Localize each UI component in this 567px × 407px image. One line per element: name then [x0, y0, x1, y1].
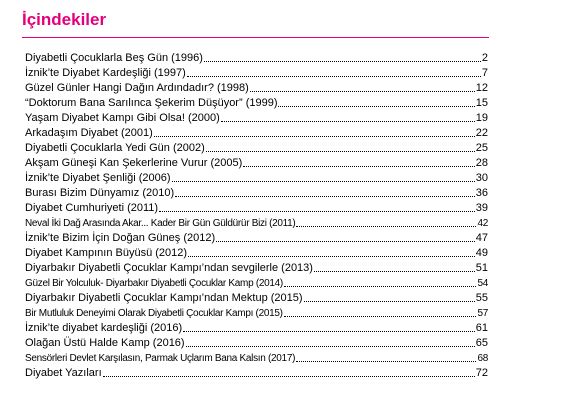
dot-leader	[216, 241, 475, 242]
entry-page: 61	[475, 322, 488, 334]
toc-entry: İznik’te Bizim İçin Doğan Güneş (2012) 47	[25, 230, 488, 245]
toc-entry: Sensörleri Devlet Karşılasın, Parmak Uçl…	[25, 350, 488, 365]
toc-entry: İznik’te Diyabet Şenliği (2006) 30	[25, 170, 488, 185]
toc-entry: Bir Mutluluk Deneyimi Olarak Diyabetli Ç…	[25, 305, 488, 320]
entry-title: İznik’te Diyabet Şenliği (2006)	[25, 172, 171, 184]
entry-page: 49	[475, 247, 488, 259]
entry-title: İznik’te Diyabet Kardeşliği (1997)	[25, 67, 186, 79]
dot-leader	[102, 376, 475, 377]
dot-leader	[183, 331, 475, 332]
entry-title: Güzel Günler Hangi Dağın Ardındadır? (19…	[25, 82, 249, 94]
entry-page: 22	[475, 127, 488, 139]
entry-title: “Doktorum Bana Sarılınca Şekerim Düşüyor…	[25, 97, 278, 109]
entry-page: 72	[475, 367, 488, 379]
toc-entry: Arkadaşım Diyabet (2001) 22	[25, 125, 488, 140]
entry-title: Güzel Bir Yolculuk- Diyarbakır Diyabetli…	[25, 278, 283, 289]
dot-leader	[283, 286, 477, 287]
entry-title: Diyabet Kampının Büyüsü (2012)	[25, 247, 188, 259]
entry-title: Diyarbakır Diyabetli Çocuklar Kampı’ndan…	[25, 262, 313, 274]
toc-entry: Olağan Üstü Halde Kamp (2016) 65	[25, 335, 488, 350]
entry-page: 15	[475, 97, 488, 109]
entry-page: 25	[475, 142, 488, 154]
dot-leader	[185, 346, 475, 347]
entry-page: 36	[475, 187, 488, 199]
entry-title: Diyabetli Çocuklarla Beş Gün (1996)	[25, 52, 203, 64]
toc-entry: İznik’te diyabet kardeşliği (2016) 61	[25, 320, 488, 335]
entry-page: 2	[481, 52, 488, 64]
entry-page: 65	[475, 337, 488, 349]
entry-title: İznik’te diyabet kardeşliği (2016)	[25, 322, 183, 334]
toc-title: İçindekiler	[22, 10, 107, 29]
dot-leader	[153, 136, 475, 137]
dot-leader	[303, 301, 475, 302]
entry-title: Arkadaşım Diyabet (2001)	[25, 127, 153, 139]
entry-page: 7	[481, 67, 488, 79]
entry-page: 19	[475, 112, 488, 124]
dot-leader	[296, 361, 477, 362]
entry-title: Diyabetli Çocuklarla Yedi Gün (2002)	[25, 142, 205, 154]
entry-page: 30	[475, 172, 488, 184]
entry-title: Sensörleri Devlet Karşılasın, Parmak Uçl…	[25, 353, 296, 364]
dot-leader	[313, 271, 475, 272]
entry-page: 54	[477, 278, 488, 289]
entry-title: Diyabet Cumhuriyeti (2011)	[25, 202, 159, 214]
entry-page: 28	[475, 157, 488, 169]
entry-page: 12	[475, 82, 488, 94]
dot-leader	[283, 316, 477, 317]
entry-title: Olağan Üstü Halde Kamp (2016)	[25, 337, 185, 349]
toc-entry: Yaşam Diyabet Kampı Gibi Olsa! (2000) 19	[25, 110, 488, 125]
dot-leader	[159, 211, 475, 212]
entry-page: 47	[475, 232, 488, 244]
toc-entry: Burası Bizim Dünyamız (2010) 36	[25, 185, 488, 200]
dot-leader	[249, 91, 475, 92]
toc-entry: Diyabetli Çocuklarla Yedi Gün (2002) 25	[25, 140, 488, 155]
toc-entry: Neval İki Dağ Arasında Akar... Kader Bir…	[25, 215, 488, 230]
entry-page: 55	[475, 292, 488, 304]
dot-leader	[243, 166, 475, 167]
entry-page: 68	[477, 353, 488, 364]
toc-entry: Diyabetli Çocuklarla Beş Gün (1996) 2	[25, 50, 488, 65]
toc-entry: “Doktorum Bana Sarılınca Şekerim Düşüyor…	[25, 95, 488, 110]
dot-leader	[205, 151, 475, 152]
toc-entry: Diyarbakır Diyabetli Çocuklar Kampı’ndan…	[25, 260, 488, 275]
entry-page: 39	[475, 202, 488, 214]
entry-title: Diyabet Yazıları	[25, 367, 102, 379]
dot-leader	[175, 196, 475, 197]
toc-list: Diyabetli Çocuklarla Beş Gün (1996) 2 İzni…	[25, 50, 488, 380]
toc-entry: Diyabet Yazıları 72	[25, 365, 488, 380]
toc-entry: Diyabet Kampının Büyüsü (2012) 49	[25, 245, 488, 260]
dot-leader	[171, 181, 475, 182]
entry-title: Bir Mutluluk Deneyimi Olarak Diyabetli Ç…	[25, 308, 283, 319]
entry-title: İznik’te Bizim İçin Doğan Güneş (2012)	[25, 232, 216, 244]
dot-leader	[296, 226, 477, 227]
entry-title: Akşam Güneşi Kan Şekerlerine Vurur (2005…	[25, 157, 243, 169]
entry-title: Burası Bizim Dünyamız (2010)	[25, 187, 175, 199]
entry-title: Diyarbakır Diyabetli Çocuklar Kampı’ndan…	[25, 292, 303, 304]
dot-leader	[278, 106, 475, 107]
entry-page: 42	[477, 218, 488, 229]
toc-entry: Diyarbakır Diyabetli Çocuklar Kampı’ndan…	[25, 290, 488, 305]
dot-leader	[188, 256, 475, 257]
entry-title: Neval İki Dağ Arasında Akar... Kader Bir…	[25, 218, 296, 229]
toc-entry: Diyabet Cumhuriyeti (2011) 39	[25, 200, 488, 215]
dot-leader	[220, 121, 475, 122]
entry-page: 51	[475, 262, 488, 274]
title-rule	[22, 37, 489, 38]
entry-page: 57	[477, 308, 488, 319]
entry-title: Yaşam Diyabet Kampı Gibi Olsa! (2000)	[25, 112, 220, 124]
dot-leader	[186, 76, 481, 77]
toc-entry: İznik’te Diyabet Kardeşliği (1997) 7	[25, 65, 488, 80]
toc-entry: Güzel Bir Yolculuk- Diyarbakır Diyabetli…	[25, 275, 488, 290]
toc-entry: Güzel Günler Hangi Dağın Ardındadır? (19…	[25, 80, 488, 95]
dot-leader	[203, 61, 481, 62]
toc-entry: Akşam Güneşi Kan Şekerlerine Vurur (2005…	[25, 155, 488, 170]
